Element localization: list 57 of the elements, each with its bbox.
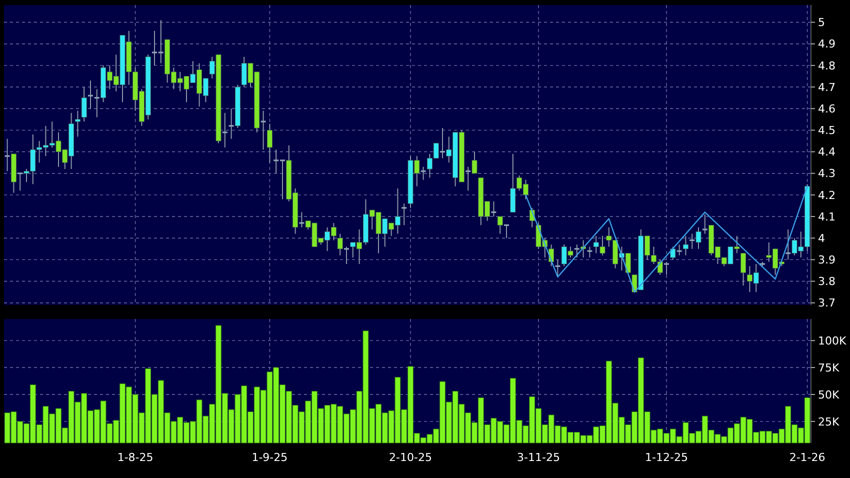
- candlestick: [683, 235, 688, 256]
- candlestick: [75, 110, 80, 138]
- y-tick-label: 4.9: [818, 38, 836, 51]
- x-tick-label: 2-10-25: [389, 451, 432, 464]
- candlestick: [267, 123, 272, 164]
- candlestick: [337, 233, 343, 256]
- candlestick: [400, 203, 408, 226]
- candlestick: [472, 151, 478, 174]
- x-tick-label: 2-1-26: [789, 451, 826, 464]
- x-tick-label: 1-9-25: [252, 451, 288, 464]
- candlestick: [586, 246, 593, 258]
- y-tick-label: 4.3: [818, 167, 836, 180]
- candlestick: [574, 244, 580, 258]
- candlestick: [222, 112, 228, 148]
- candlestick: [298, 212, 305, 228]
- y-tick-label: 3.8: [818, 275, 836, 288]
- y-tick-label: 3.9: [818, 254, 836, 267]
- y-tick-label: 4.5: [818, 124, 836, 138]
- candlestick: [676, 244, 683, 256]
- y-tick-label: 25K: [818, 415, 840, 428]
- candlestick: [497, 216, 503, 234]
- candlestick: [784, 228, 792, 260]
- y-tick-label: 5: [818, 16, 825, 30]
- candlestick: [87, 80, 94, 110]
- candlestick: [81, 86, 87, 122]
- candlestick: [670, 246, 676, 260]
- candlestick: [464, 166, 472, 192]
- y-tick-label: 50K: [818, 388, 840, 402]
- candlestick: [4, 138, 11, 172]
- candlestick: [228, 108, 235, 140]
- candlestick: [16, 172, 24, 192]
- y-tick-label: 4.8: [818, 59, 836, 72]
- candlestick: [702, 214, 708, 234]
- candlestick: [94, 88, 100, 118]
- candlestick: [503, 224, 510, 239]
- candlestick: [439, 128, 446, 159]
- x-tick-label: 1-8-25: [117, 451, 154, 464]
- candlestick: [554, 259, 561, 278]
- y-tick-label: 4.2: [818, 188, 836, 202]
- x-tick-label: 1-12-25: [645, 451, 688, 464]
- candlestick: [740, 252, 746, 286]
- candlestick: [688, 233, 696, 250]
- y-tick-label: 4.6: [818, 102, 836, 116]
- candlestick: [696, 226, 702, 250]
- y-tick-label: 4.4: [818, 146, 836, 159]
- candlestick: [260, 110, 267, 150]
- y-tick-label: 4: [818, 232, 825, 245]
- candlestick: [420, 166, 427, 180]
- candlestick: [490, 200, 497, 218]
- candlestick: [343, 246, 350, 264]
- y-tick-label: 100K: [818, 334, 847, 348]
- x-tick-label: 3-11-25: [517, 451, 560, 464]
- y-tick-label: 75K: [818, 361, 840, 374]
- candlestick: [663, 261, 670, 276]
- y-tick-label: 4.1: [818, 210, 836, 224]
- y-tick-label: 4.7: [818, 80, 836, 94]
- y-tick-label: 3.7: [818, 296, 836, 310]
